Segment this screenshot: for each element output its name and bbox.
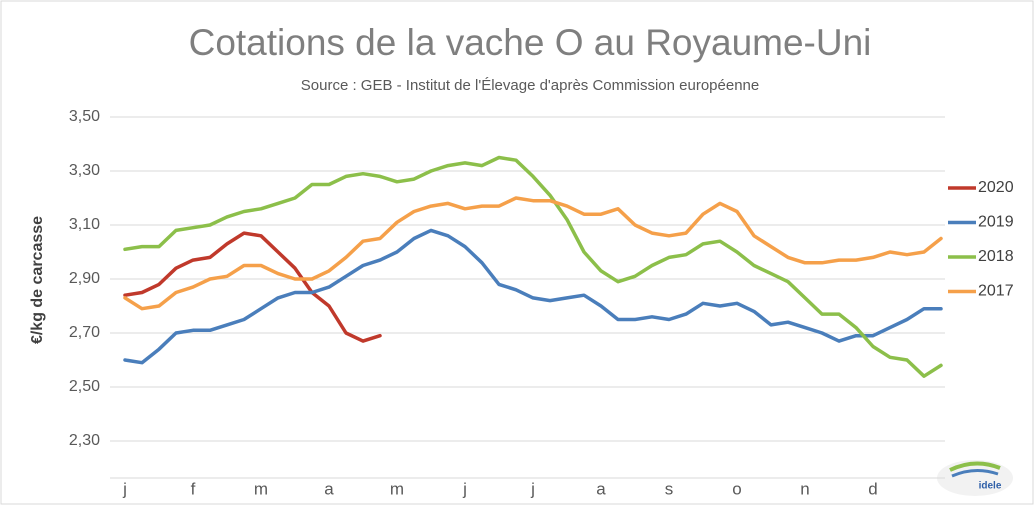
y-tick-label: 3,50 [69,108,100,125]
x-tick-label: j [462,479,467,498]
legend-label: 2017 [978,283,1014,300]
logo: idele [937,460,1013,496]
y-tick-label: 2,30 [69,432,100,449]
series-line [123,155,943,378]
x-tick-label: o [732,479,741,498]
y-tick-label: 2,50 [69,378,100,395]
legend-label: 2020 [978,179,1014,196]
y-tick-label: 2,70 [69,324,100,341]
x-tick-label: d [868,479,877,498]
logo-text: idele [979,481,1002,492]
y-tick-label: 3,30 [69,162,100,179]
chart-title: Cotations de la vache O au Royaume-Uni [189,22,872,63]
x-tick-label: n [800,479,809,498]
legend-label: 2019 [978,214,1014,231]
x-tick-label: j [122,479,127,498]
x-tick-label: f [191,479,196,498]
legend-label: 2018 [978,248,1014,265]
series-line [123,196,943,311]
series-line [123,231,382,343]
x-tick-label: m [254,479,268,498]
series-line [123,228,943,365]
y-tick-label: 2,90 [69,270,100,287]
x-tick-label: a [324,479,334,498]
x-tick-label: m [390,479,404,498]
x-tick-label: j [530,479,535,498]
chart-subtitle: Source : GEB - Institut de l'Élevage d'a… [301,77,759,94]
x-tick-label: s [665,479,674,498]
y-axis-label: €/kg de carcasse [29,216,46,344]
y-tick-label: 3,10 [69,216,100,233]
x-tick-label: a [596,479,606,498]
